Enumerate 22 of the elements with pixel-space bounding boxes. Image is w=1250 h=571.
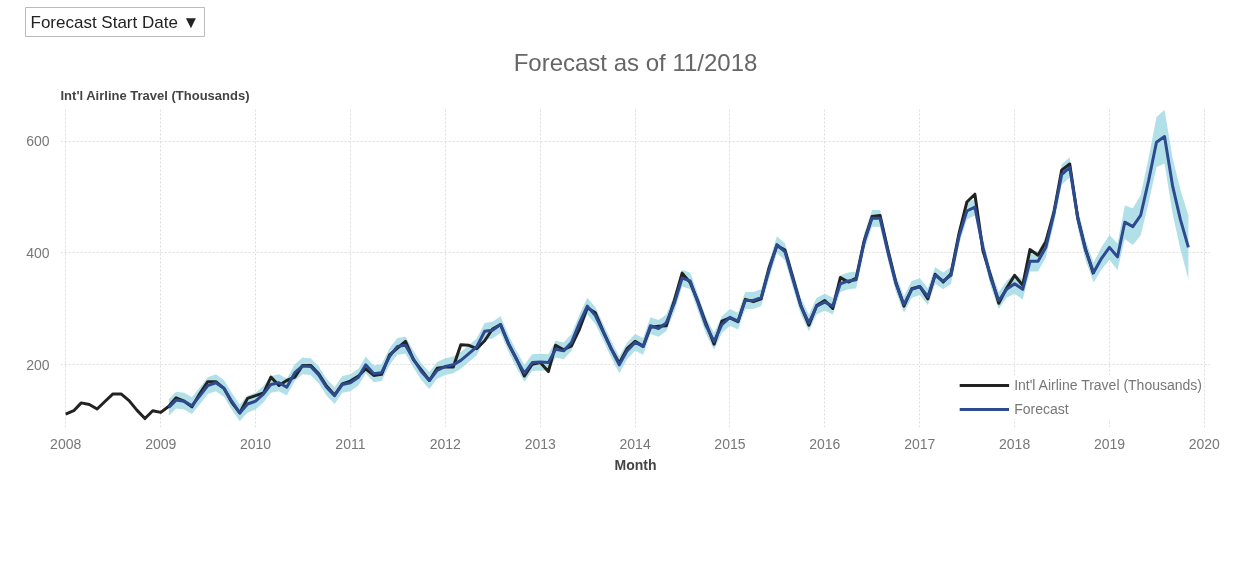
x-tick-label: 2017	[904, 435, 936, 452]
y-tick-label: 200	[26, 356, 50, 373]
y-tick-label: 600	[26, 133, 50, 150]
x-tick-label: 2009	[145, 435, 177, 452]
y-tick-label: 400	[26, 244, 50, 261]
x-tick-label: 2013	[524, 435, 557, 452]
x-tick-label: 2016	[809, 435, 841, 452]
x-tick-label: 2010	[240, 435, 272, 452]
legend-label: Int'l Airline Travel (Thousands)	[1014, 377, 1202, 393]
x-tick-label: 2020	[1188, 435, 1221, 452]
x-tick-label: 2015	[714, 435, 746, 452]
x-tick-label: 2012	[429, 435, 461, 452]
x-tick-label: 2014	[619, 435, 651, 452]
x-tick-label: 2019	[1093, 435, 1126, 452]
text: Forecast Start Date ▼	[30, 12, 200, 32]
legend-label: Forecast	[1014, 401, 1069, 417]
x-tick-label: 2008	[50, 435, 82, 452]
chart-title: Forecast as of 11/2018	[513, 48, 758, 76]
x-tick-label: 2018	[999, 435, 1031, 452]
x-tick-label: 2011	[335, 435, 366, 452]
x-axis-title: Month	[614, 456, 657, 473]
y-axis-title: Int'l Airline Travel (Thousands)	[60, 87, 250, 103]
